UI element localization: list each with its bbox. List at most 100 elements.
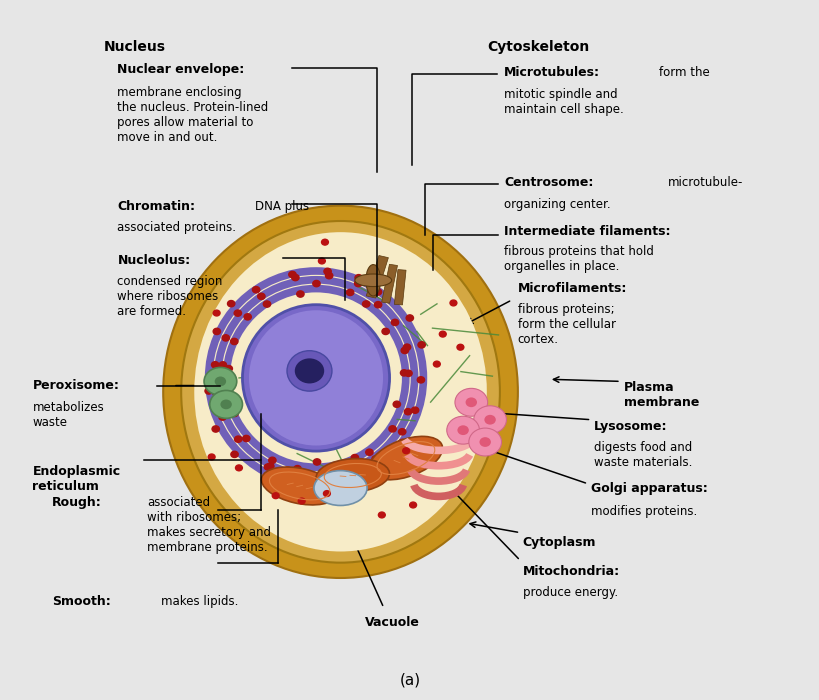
Circle shape — [398, 440, 405, 446]
Text: fibrous proteins that hold
organelles in place.: fibrous proteins that hold organelles in… — [504, 246, 653, 274]
Text: microtubule-: microtubule- — [667, 176, 742, 189]
Circle shape — [220, 390, 228, 395]
Ellipse shape — [316, 458, 389, 492]
Circle shape — [479, 438, 491, 447]
Circle shape — [354, 281, 361, 286]
Circle shape — [462, 430, 469, 437]
Text: organizing center.: organizing center. — [504, 198, 610, 211]
Circle shape — [404, 409, 411, 415]
Text: mitotic spindle and
maintain cell shape.: mitotic spindle and maintain cell shape. — [504, 88, 623, 116]
Text: (a): (a) — [399, 672, 420, 687]
Text: Rough:: Rough: — [52, 496, 102, 510]
Circle shape — [382, 328, 389, 335]
Circle shape — [313, 458, 320, 465]
Text: Nucleolus:: Nucleolus: — [117, 254, 190, 267]
Circle shape — [372, 456, 379, 462]
Text: Plasma
membrane: Plasma membrane — [623, 382, 699, 409]
Circle shape — [473, 406, 506, 434]
Text: Lysosome:: Lysosome: — [593, 420, 667, 433]
Circle shape — [433, 361, 440, 367]
Text: form the: form the — [658, 66, 709, 78]
Circle shape — [231, 452, 238, 458]
Text: Nuclear envelope:: Nuclear envelope: — [117, 63, 244, 76]
Ellipse shape — [365, 265, 380, 296]
Circle shape — [263, 301, 270, 307]
Text: Chromatin:: Chromatin: — [117, 200, 195, 213]
Text: Nucleus: Nucleus — [103, 40, 165, 54]
Text: DNA plus: DNA plus — [255, 200, 309, 213]
Text: Endoplasmic
reticulum: Endoplasmic reticulum — [33, 465, 120, 493]
Text: digests food and
waste materials.: digests food and waste materials. — [593, 440, 691, 468]
Circle shape — [234, 310, 242, 316]
Text: makes lipids.: makes lipids. — [161, 596, 238, 608]
Circle shape — [266, 463, 274, 469]
Ellipse shape — [163, 206, 518, 578]
Circle shape — [382, 454, 390, 460]
Ellipse shape — [242, 304, 389, 451]
Circle shape — [212, 389, 219, 396]
Text: produce energy.: produce energy. — [523, 586, 618, 598]
Text: Vacuole: Vacuole — [364, 616, 419, 629]
Circle shape — [446, 416, 479, 444]
Circle shape — [219, 414, 226, 420]
Circle shape — [290, 475, 297, 481]
Circle shape — [257, 293, 265, 300]
Circle shape — [322, 470, 329, 476]
Circle shape — [484, 415, 495, 425]
Circle shape — [403, 344, 410, 350]
Circle shape — [312, 281, 319, 287]
Circle shape — [378, 512, 385, 518]
Ellipse shape — [194, 232, 486, 552]
Circle shape — [220, 400, 232, 410]
Text: Microfilaments:: Microfilaments: — [518, 281, 627, 295]
Circle shape — [417, 377, 424, 383]
Circle shape — [252, 286, 260, 293]
Circle shape — [288, 272, 296, 278]
Text: Mitochondria:: Mitochondria: — [523, 565, 619, 578]
Ellipse shape — [181, 221, 500, 563]
Text: condensed region
where ribosomes
are formed.: condensed region where ribosomes are for… — [117, 275, 223, 318]
Text: associated
with ribosomes;
makes secretory and
membrane proteins.: associated with ribosomes; makes secreto… — [147, 496, 270, 554]
Circle shape — [234, 436, 242, 442]
Circle shape — [293, 466, 301, 472]
Circle shape — [391, 319, 398, 326]
Circle shape — [356, 474, 364, 480]
Text: metabolizes
waste: metabolizes waste — [33, 401, 104, 429]
Circle shape — [296, 291, 304, 298]
Circle shape — [405, 370, 412, 377]
Circle shape — [355, 274, 362, 281]
Circle shape — [351, 454, 358, 461]
Circle shape — [455, 389, 487, 416]
Circle shape — [398, 428, 405, 435]
Circle shape — [230, 338, 238, 344]
Circle shape — [213, 328, 220, 335]
Circle shape — [264, 464, 271, 470]
Ellipse shape — [369, 436, 442, 480]
Circle shape — [410, 502, 416, 508]
Circle shape — [388, 426, 396, 432]
Circle shape — [205, 388, 212, 394]
Circle shape — [402, 448, 409, 454]
Circle shape — [212, 426, 219, 432]
Circle shape — [411, 407, 419, 413]
Circle shape — [323, 491, 330, 496]
Bar — [366, 256, 388, 298]
Circle shape — [213, 310, 219, 316]
Circle shape — [373, 289, 381, 295]
Circle shape — [283, 467, 291, 473]
Circle shape — [346, 289, 353, 295]
Text: Cytoskeleton: Cytoskeleton — [487, 40, 589, 54]
Text: Centrosome:: Centrosome: — [504, 176, 593, 189]
Text: associated proteins.: associated proteins. — [117, 221, 236, 234]
Circle shape — [325, 272, 333, 279]
Circle shape — [400, 370, 407, 376]
Circle shape — [272, 493, 278, 498]
Ellipse shape — [287, 351, 332, 391]
Circle shape — [456, 344, 464, 350]
Circle shape — [227, 300, 234, 307]
Text: Cytoplasm: Cytoplasm — [523, 536, 595, 550]
Text: Microtubules:: Microtubules: — [504, 66, 600, 78]
Circle shape — [318, 258, 325, 264]
Circle shape — [324, 485, 332, 491]
Circle shape — [392, 401, 400, 407]
